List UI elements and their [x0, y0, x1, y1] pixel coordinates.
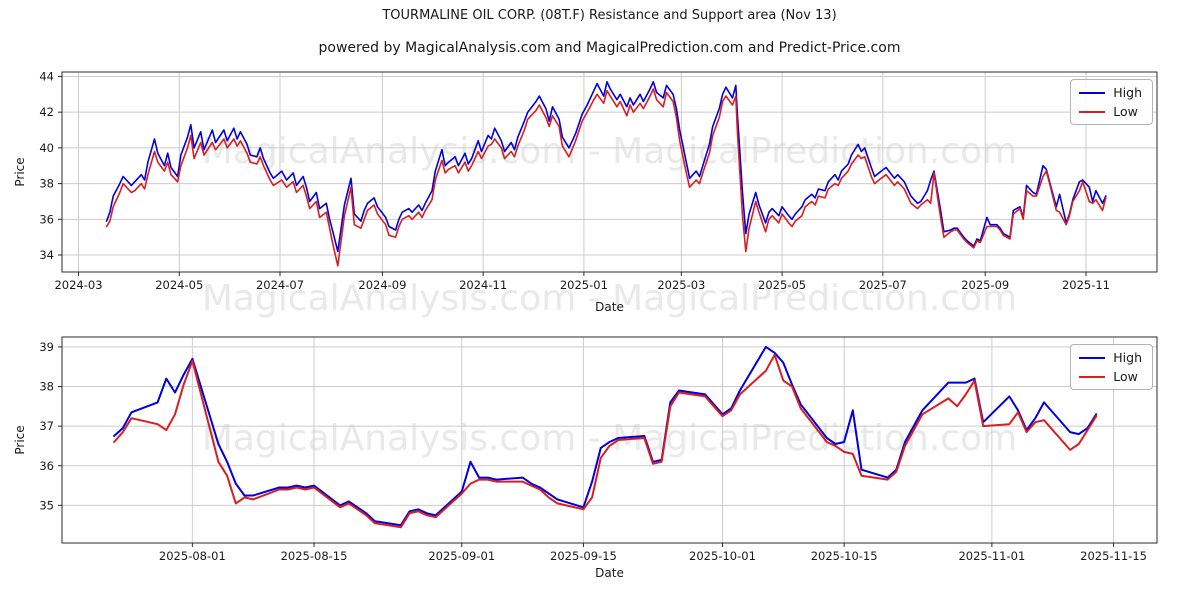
high-series-line [105, 81, 1107, 253]
top-legend: High Low [1070, 79, 1153, 125]
plot-border [61, 336, 1158, 544]
x-tick-label: 2025-09-01 [428, 549, 495, 563]
x-tick-label: 2024-07 [256, 278, 304, 292]
x-tick-label: 2025-08-15 [281, 549, 348, 563]
x-tick-label: 2025-01 [560, 278, 608, 292]
x-tick-label: 2025-10-01 [689, 549, 756, 563]
legend-label-low: Low [1113, 369, 1138, 384]
x-tick-label: 2025-11 [1062, 278, 1110, 292]
bottom-legend: High Low [1070, 344, 1153, 390]
y-tick-label: 34 [39, 248, 54, 262]
low-series-line [105, 88, 1107, 267]
high-line-swatch [1079, 91, 1106, 94]
x-tick-label: 2024-05 [155, 278, 203, 292]
x-tick-label: 2025-09 [961, 278, 1009, 292]
y-tick-label: 44 [39, 69, 54, 83]
legend-label-low: Low [1113, 104, 1138, 119]
x-tick-label: 2025-07 [859, 278, 907, 292]
high-series-line [113, 345, 1098, 527]
y-tick-label: 38 [39, 380, 54, 394]
y-tick-label: 36 [39, 212, 54, 226]
y-tick-label: 38 [39, 177, 54, 191]
top-x-axis-label: Date [595, 300, 624, 314]
legend-item-high: High [1079, 350, 1142, 365]
x-tick-label: 2024-11 [459, 278, 507, 292]
low-line-swatch [1079, 375, 1106, 378]
x-tick-label: 2025-05 [758, 278, 806, 292]
legend-label-high: High [1113, 85, 1142, 100]
top-y-axis-label: Price [13, 157, 27, 187]
low-series-line [113, 353, 1098, 529]
y-tick-label: 35 [39, 498, 54, 512]
x-tick-label: 2025-10-15 [811, 549, 878, 563]
plot-border [61, 71, 1158, 273]
y-tick-label: 37 [39, 419, 54, 433]
y-tick-label: 36 [39, 459, 54, 473]
bottom-x-axis-label: Date [595, 566, 624, 580]
y-tick-label: 39 [39, 340, 54, 354]
x-tick-label: 2025-08-01 [159, 549, 226, 563]
x-tick-label: 2025-09-15 [550, 549, 617, 563]
bottom-y-axis-label: Price [13, 425, 27, 455]
legend-item-low: Low [1079, 369, 1142, 384]
x-tick-label: 2025-03 [657, 278, 705, 292]
y-tick-label: 42 [39, 105, 54, 119]
chart-subtitle: powered by MagicalAnalysis.com and Magic… [318, 40, 901, 56]
legend-item-high: High [1079, 85, 1142, 100]
chart-title: TOURMALINE OIL CORP. (08T.F) Resistance … [382, 8, 837, 23]
y-tick-label: 40 [39, 141, 54, 155]
x-tick-label: 2025-11-15 [1080, 549, 1147, 563]
high-line-swatch [1079, 356, 1106, 359]
x-tick-label: 2024-03 [54, 278, 102, 292]
x-tick-label: 2025-11-01 [958, 549, 1025, 563]
legend-label-high: High [1113, 350, 1142, 365]
low-line-swatch [1079, 110, 1106, 113]
x-tick-label: 2024-09 [358, 278, 406, 292]
legend-item-low: Low [1079, 104, 1142, 119]
